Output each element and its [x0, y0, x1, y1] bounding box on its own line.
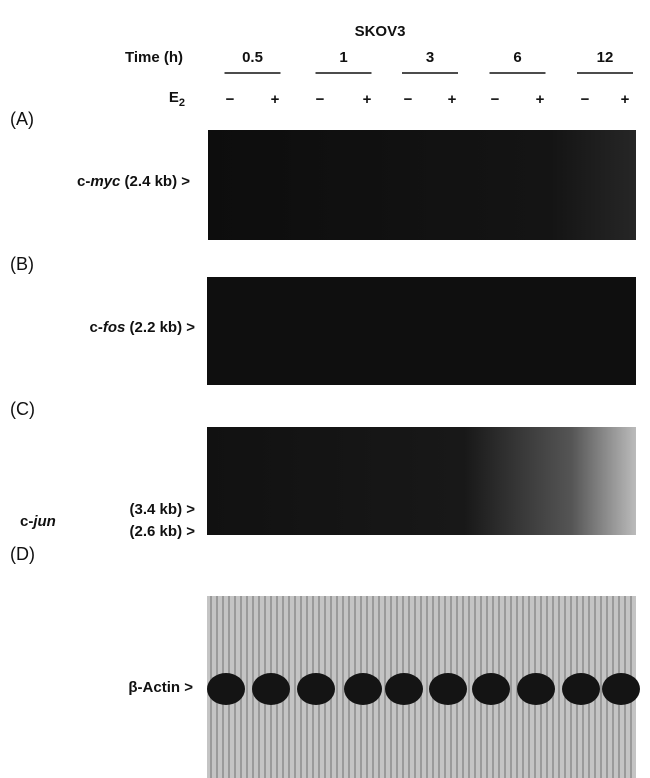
lane-sign: +	[363, 91, 372, 108]
cell-line: SKOV3	[355, 23, 406, 40]
band	[562, 673, 600, 705]
blot-c	[207, 427, 636, 535]
band	[344, 673, 382, 705]
panel-label: (D)	[10, 544, 35, 564]
lane-sign: +	[448, 91, 457, 108]
lane-sign: −	[581, 91, 590, 108]
timepoint: 6	[513, 49, 521, 66]
lane-sign: +	[536, 91, 545, 108]
band	[207, 673, 245, 705]
band	[602, 673, 640, 705]
lane-sign: −	[491, 91, 500, 108]
figure: SKOV3 Time (h) E2 (A) (B) (C) (D) c-myc …	[0, 0, 650, 778]
lane-sign: +	[621, 91, 630, 108]
gene-label: c-myc (2.4 kb) >	[77, 173, 190, 190]
lane-sign: −	[404, 91, 413, 108]
lane-sign: +	[271, 91, 280, 108]
blot-a	[208, 130, 636, 240]
treatment-label: E2	[169, 89, 185, 109]
lane-sign: −	[316, 91, 325, 108]
panel-label: (B)	[10, 254, 34, 274]
blot-b	[207, 277, 636, 385]
timepoint: 3	[426, 49, 434, 66]
panel-label: (C)	[10, 399, 35, 419]
band	[297, 673, 335, 705]
timepoint: 1	[339, 49, 347, 66]
band	[385, 673, 423, 705]
band	[252, 673, 290, 705]
band	[429, 673, 467, 705]
gene-label: c-jun	[20, 513, 56, 530]
gene-label: β-Actin >	[128, 679, 193, 696]
time-label: Time (h)	[125, 49, 183, 66]
gene-label: c-fos (2.2 kb) >	[90, 319, 196, 336]
lane-sign: −	[226, 91, 235, 108]
band-label: (3.4 kb) >	[130, 501, 196, 518]
band	[517, 673, 555, 705]
timepoint: 12	[597, 49, 614, 66]
band-label: (2.6 kb) >	[130, 523, 196, 540]
timepoint: 0.5	[242, 49, 263, 66]
panel-label: (A)	[10, 109, 34, 129]
band	[472, 673, 510, 705]
